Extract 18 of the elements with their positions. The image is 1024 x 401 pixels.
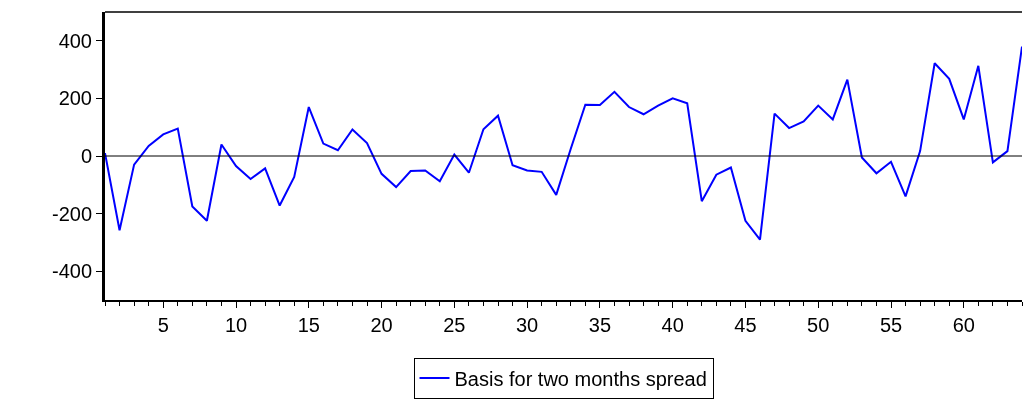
x-tick-label: 20: [370, 314, 393, 336]
y-tick-label: 0: [80, 145, 92, 167]
x-tick-label: 45: [734, 314, 757, 336]
x-tick-label: 40: [661, 314, 684, 336]
x-tick-label: 55: [879, 314, 903, 336]
x-tick-label: 15: [297, 314, 320, 336]
x-tick-label: 60: [952, 314, 975, 336]
y-tick-label: 200: [58, 87, 92, 110]
x-tick-label: 25: [443, 314, 466, 336]
x-tick-label: 30: [515, 314, 539, 336]
y-tick-label: -400: [51, 260, 92, 283]
x-tick-label: 5: [157, 314, 169, 336]
x-tick-label: 50: [807, 314, 830, 336]
legend-label: Basis for two months spread: [454, 367, 707, 390]
y-tick-label: 400: [58, 29, 92, 52]
x-tick-label: 35: [588, 314, 612, 336]
y-tick-label: -200: [51, 202, 92, 225]
x-tick-label: 10: [224, 314, 248, 336]
